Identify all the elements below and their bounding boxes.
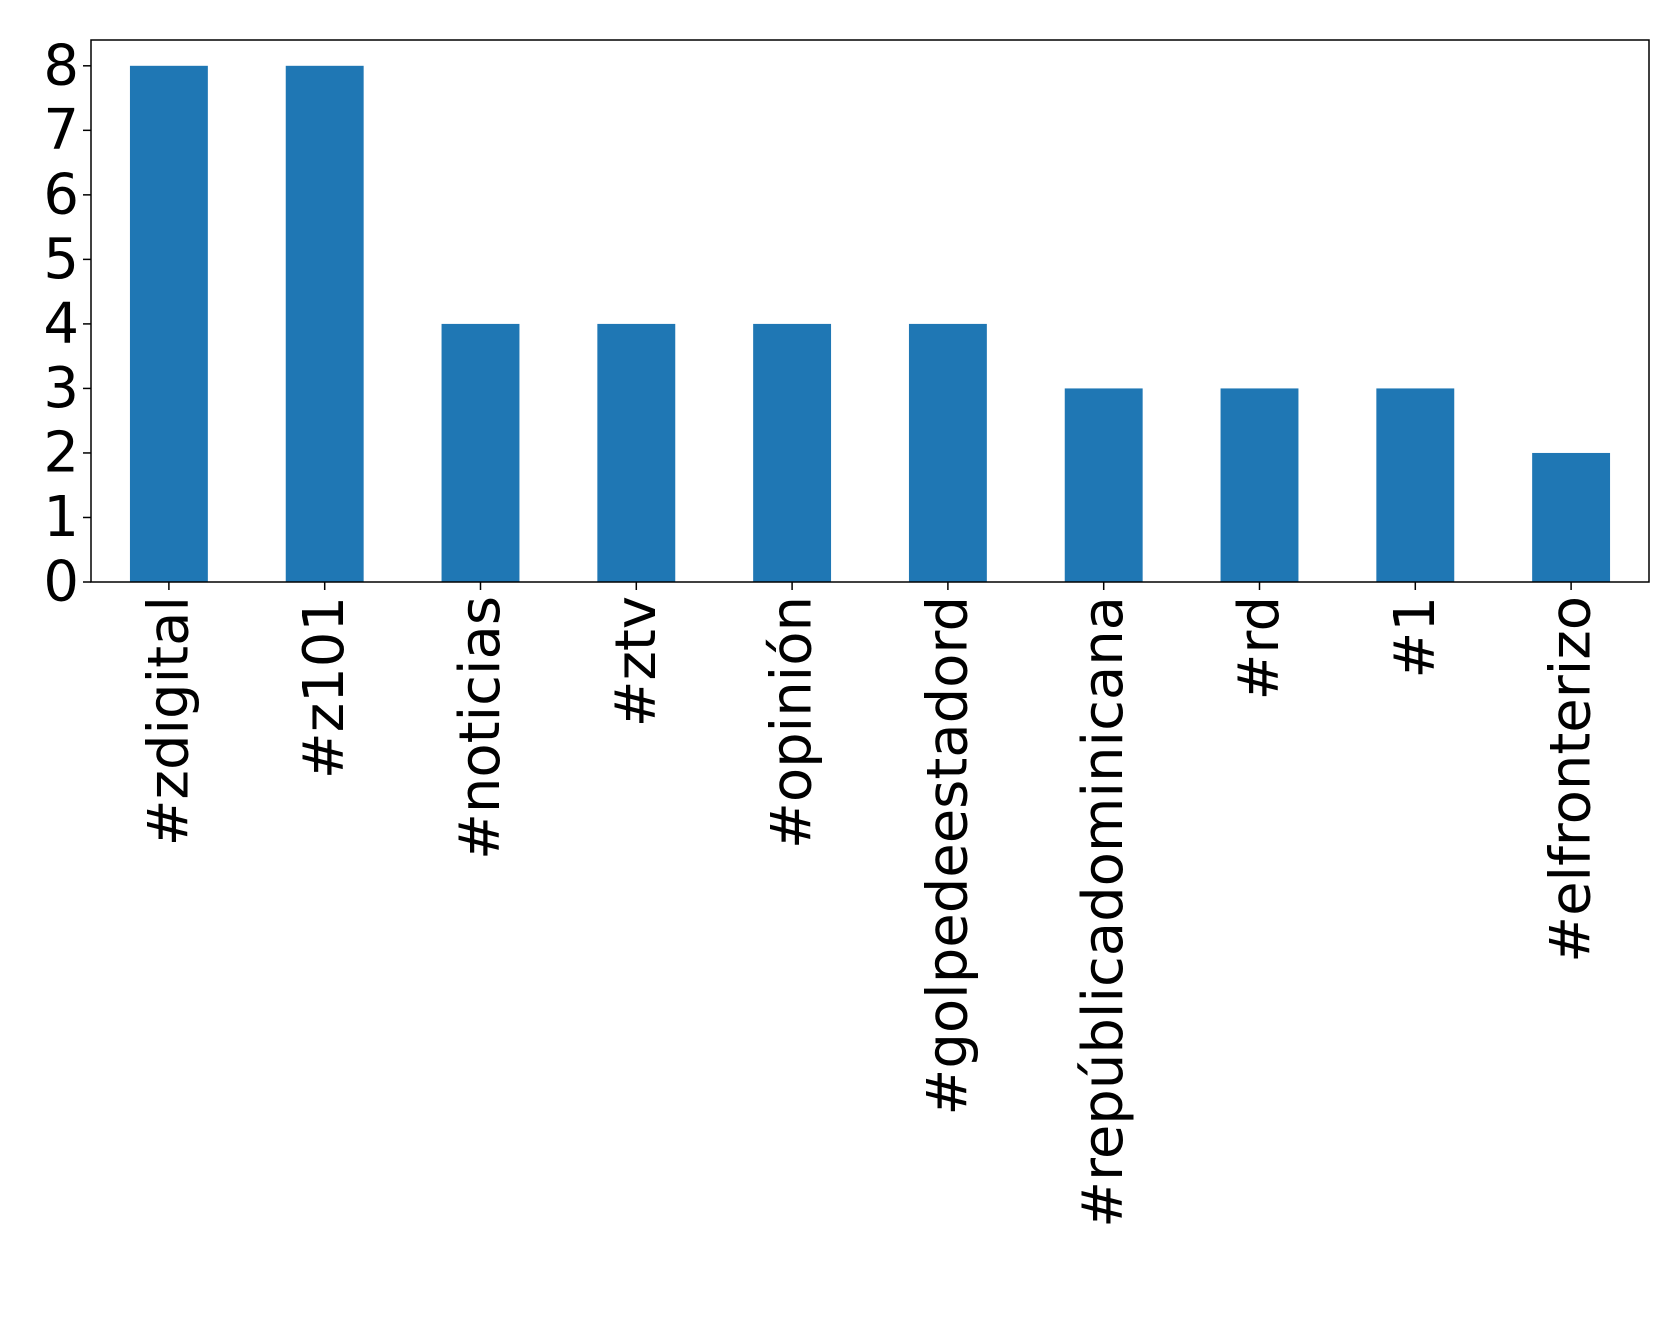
y-tick-label-8: 8 — [43, 33, 79, 98]
x-tick-label-1: #z101 — [292, 596, 357, 779]
bar-7 — [1220, 388, 1299, 582]
y-tick-label-6: 6 — [43, 162, 79, 227]
y-tick-label-5: 5 — [43, 227, 79, 292]
y-tick-label-0: 0 — [43, 550, 79, 615]
y-tick-label-2: 2 — [43, 420, 79, 485]
bar-1 — [285, 65, 364, 583]
bar-4 — [753, 323, 832, 582]
bars-group — [129, 65, 1611, 583]
x-tick-label-9: #elfronterizo — [1539, 596, 1604, 963]
x-tick-label-4: #opinión — [760, 596, 825, 849]
bar-3 — [597, 323, 676, 582]
bar-5 — [908, 323, 987, 582]
x-tick-label-3: #ztv — [604, 596, 669, 727]
bar-2 — [441, 323, 520, 582]
x-axis: #zdigital #z101 #noticias #ztv #opinión #golp… — [136, 582, 1604, 1228]
bar-6 — [1064, 388, 1143, 582]
x-tick-label-2: #noticias — [448, 596, 513, 860]
x-tick-label-6: #repúblicadominicana — [1071, 596, 1136, 1228]
bar-9 — [1532, 452, 1611, 582]
x-tick-label-0: #zdigital — [136, 596, 201, 846]
x-tick-label-5: #golpedeestadord — [915, 596, 980, 1116]
plot-frame — [90, 39, 1650, 583]
y-tick-label-3: 3 — [43, 356, 79, 421]
x-tick-label-7: #rd — [1227, 596, 1292, 701]
bar-8 — [1376, 388, 1455, 582]
x-tick-label-8: #1 — [1383, 596, 1448, 679]
y-tick-label-7: 7 — [43, 98, 79, 163]
bar-0 — [129, 65, 208, 583]
y-tick-label-1: 1 — [43, 485, 79, 550]
y-tick-label-4: 4 — [43, 291, 79, 356]
